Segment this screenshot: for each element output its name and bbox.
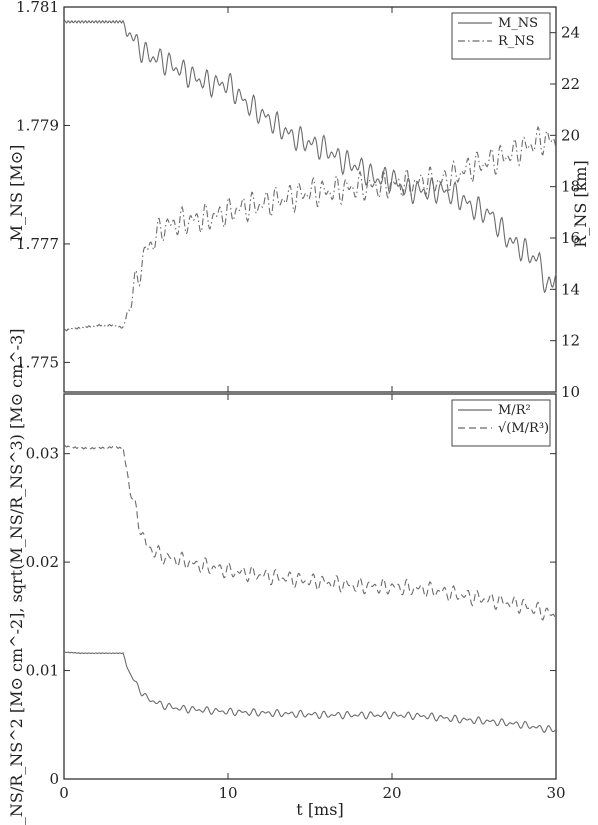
y-tick-label: 1.777 xyxy=(16,235,59,253)
x-tick-label: 30 xyxy=(546,784,565,802)
legend-label: √(M/R³) xyxy=(498,421,549,436)
y-tick-label: 1.779 xyxy=(16,116,59,134)
legend-1: M/R² √(M/R³) xyxy=(451,399,551,447)
series-line-mr xyxy=(63,651,557,734)
top-panel: 1.775 1.777 1.779 1.781 10 12 14 16 18 20 22 24 M_NS… xyxy=(16,0,580,401)
y-tick-label: 1.775 xyxy=(16,353,59,371)
y2-tick-label: 10 xyxy=(561,383,580,401)
legend-label: M/R² xyxy=(498,403,531,418)
series-line-rns xyxy=(63,125,557,332)
top-right-axis-label: R_NS [km] xyxy=(571,160,590,247)
y2-tick-label: 22 xyxy=(561,75,580,93)
top-y-axis-label: M_NS [M⊙] xyxy=(7,145,26,242)
top-right-y-axis-label: R_NS [km] xyxy=(571,160,590,247)
legend-0: M_NS R_NS xyxy=(451,12,551,60)
series-line-mr xyxy=(63,444,557,621)
y2-tick-label: 20 xyxy=(561,126,580,144)
y2-tick-label: 18 xyxy=(561,178,580,196)
plot-frame-0 xyxy=(63,6,557,393)
y-tick-label: 0 xyxy=(49,770,59,788)
legend-label: R_NS xyxy=(498,34,535,49)
bottom-panel: 0 10 20 30 0 0.01 0.02 0.03 M/R² √(M/R³) xyxy=(26,393,566,802)
y-tick-label: 1.781 xyxy=(16,0,59,16)
bottom-y-axis-label: M_NS/R_NS^2 [M⊙ cm^-2], sqrt(M_NS/R_NS^3… xyxy=(7,329,26,825)
y2-tick-label: 14 xyxy=(561,280,580,298)
y2-tick-label: 12 xyxy=(561,332,580,350)
x-axis-label: t [ms] xyxy=(296,800,343,819)
bottom-left-axis-label: M_NS/R_NS^2 [M⊙ cm^-2], sqrt(M_NS/R_NS^3… xyxy=(7,329,26,825)
legend-label: M_NS xyxy=(498,16,538,31)
x-tick-label: 0 xyxy=(59,784,69,802)
x-tick-label: 10 xyxy=(218,784,237,802)
y-tick-label: 0.03 xyxy=(26,445,59,463)
legend-box xyxy=(451,12,551,60)
top-left-axis-label: M_NS [M⊙] xyxy=(7,145,26,242)
plot-frame-1 xyxy=(63,393,557,780)
y2-tick-label: 16 xyxy=(561,229,580,247)
legend-box xyxy=(451,399,551,447)
series-line-mns xyxy=(63,19,557,294)
y-tick-label: 0.01 xyxy=(26,662,59,680)
y2-tick-label: 24 xyxy=(561,24,580,42)
y-tick-label: 0.02 xyxy=(26,553,59,571)
x-tick-label: 20 xyxy=(382,784,401,802)
